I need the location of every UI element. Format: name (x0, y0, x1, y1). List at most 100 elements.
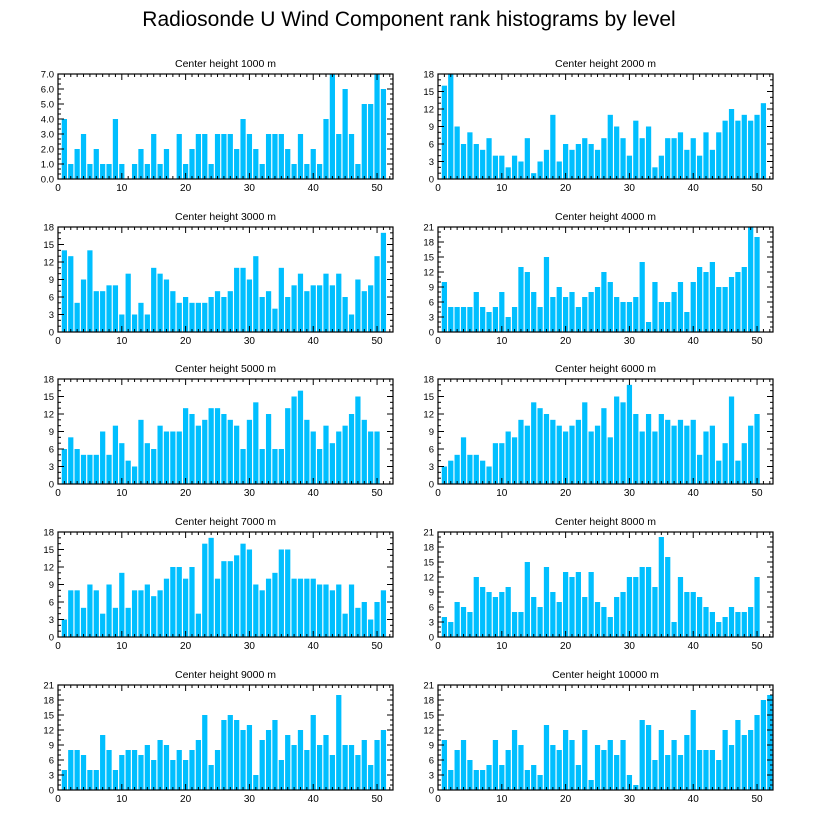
x-tick-label: 30 (624, 183, 636, 194)
histogram-bar (259, 740, 265, 790)
histogram-bar (748, 227, 754, 332)
histogram-bar (80, 134, 87, 179)
histogram-bar (556, 425, 562, 484)
histogram-bar (87, 164, 93, 179)
histogram-bar (163, 149, 170, 179)
histogram-bar (380, 89, 387, 179)
y-tick-label: 0 (429, 480, 434, 491)
histogram-bar (234, 425, 240, 484)
histogram-bar (454, 750, 460, 790)
histogram-bar (665, 138, 671, 179)
histogram-bar (601, 750, 607, 790)
histogram-bar (144, 584, 150, 637)
histogram-bar (342, 425, 348, 484)
histogram-bar (208, 297, 214, 332)
histogram-bar (626, 577, 633, 637)
histogram-bar (214, 578, 221, 637)
histogram-bar (208, 537, 214, 637)
histogram-bar (741, 114, 747, 179)
histogram-bar (278, 760, 284, 790)
y-tick-label: 18 (43, 223, 54, 234)
panel-title: Center height 6000 m (555, 363, 656, 375)
x-tick-label: 50 (371, 183, 383, 194)
panel-title: Center height 2000 m (555, 58, 656, 70)
histogram-bar (310, 715, 316, 790)
panel-title: Center height 9000 m (175, 669, 276, 681)
histogram-bar (170, 567, 176, 637)
histogram-bar (486, 312, 492, 332)
y-tick-label: 15 (423, 392, 434, 403)
x-tick-label: 40 (688, 336, 700, 347)
histogram-bar (87, 454, 93, 484)
histogram-bar (633, 297, 639, 332)
histogram-bar (227, 419, 233, 484)
y-tick-label: 6 (429, 603, 434, 614)
histogram-bar (189, 414, 195, 484)
histogram-bar (151, 760, 157, 790)
histogram-bar (601, 408, 607, 484)
histogram-bar (144, 443, 150, 484)
histogram-bar (441, 85, 447, 179)
histogram-bar (176, 567, 182, 637)
histogram-bar (265, 134, 272, 179)
histogram-bar (240, 543, 246, 637)
histogram-bar (227, 561, 233, 637)
histogram-bar (221, 414, 227, 484)
x-tick-label: 0 (435, 794, 441, 805)
histogram-bar (645, 567, 652, 637)
histogram-bar (473, 144, 479, 179)
histogram-bar (297, 578, 304, 637)
histogram-bar (645, 126, 652, 179)
x-tick-label: 20 (560, 488, 572, 499)
histogram-bar (348, 745, 355, 790)
histogram-bar (234, 267, 240, 332)
y-tick-label: 6 (429, 298, 434, 309)
y-tick-label: 12 (43, 258, 54, 269)
histogram-bar (138, 149, 144, 179)
y-tick-label: 9 (429, 588, 434, 599)
histogram-bar (374, 740, 380, 790)
histogram-bar (448, 622, 454, 637)
histogram-bar (645, 322, 652, 332)
y-tick-label: 3 (429, 313, 434, 324)
histogram-bar (112, 425, 119, 484)
y-tick-label: 18 (43, 375, 54, 386)
histogram-bar (511, 437, 518, 484)
y-tick-label: 18 (43, 528, 54, 539)
histogram-bar (665, 302, 671, 332)
histogram-bar (125, 750, 131, 790)
histogram-bar (441, 617, 447, 637)
histogram-bar (594, 425, 601, 484)
histogram-bar (61, 119, 67, 179)
histogram-bar (355, 164, 361, 179)
histogram-bar (537, 408, 543, 484)
histogram-bar (202, 419, 208, 484)
x-tick-label: 50 (751, 488, 763, 499)
y-tick-label: 21 (423, 223, 434, 234)
histogram-bar (183, 164, 189, 179)
y-tick-label: 9 (49, 580, 54, 591)
y-tick-label: 6 (429, 756, 434, 767)
histogram-bar (87, 584, 93, 637)
histogram-bar (671, 425, 677, 484)
histogram-bar (665, 419, 671, 484)
histogram-bar (569, 149, 575, 179)
y-tick-label: 5.0 (41, 100, 54, 111)
panel-8: Center height 8000 m 0 10 20 30 40 50 0 3 6 9 12 15 1… (423, 516, 774, 652)
histogram-bar (138, 302, 144, 332)
histogram-bar (348, 314, 355, 332)
histogram-bar (329, 755, 335, 790)
histogram-bar (480, 460, 486, 484)
histogram-bar (716, 460, 722, 484)
x-tick-label: 30 (624, 488, 636, 499)
histogram-bar (677, 577, 684, 637)
y-tick-label: 21 (43, 681, 54, 692)
histogram-bar (368, 765, 374, 790)
x-tick-label: 0 (55, 641, 61, 652)
x-tick-label: 20 (180, 488, 192, 499)
histogram-bar (163, 431, 170, 484)
histogram-bar (342, 297, 348, 332)
histogram-bar (151, 267, 157, 332)
histogram-bar (633, 577, 639, 637)
